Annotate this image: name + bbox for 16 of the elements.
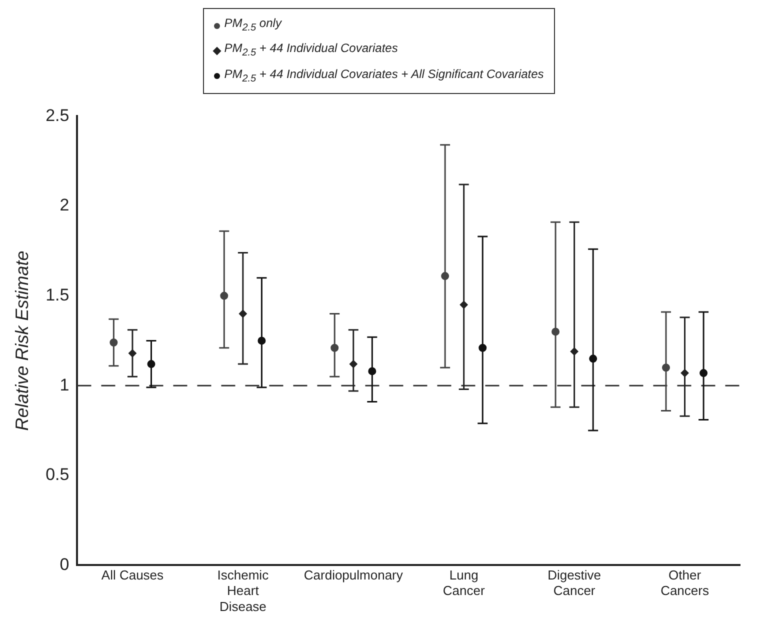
y-tick-label: 1 — [60, 375, 70, 394]
y-tick-label: 0.5 — [46, 465, 70, 484]
legend-label: PM$_{2.5}$ only — [224, 15, 282, 36]
legend-label: PM$_{2.5}$ + 44 Individual Covariates — [224, 40, 398, 61]
x-tick-label: Ischemic Heart Disease — [217, 568, 270, 614]
y-tick-label: 2 — [60, 196, 70, 215]
x-tick-label: Cardiopulmonary — [304, 568, 404, 583]
y-axis-title: Relative Risk Estimate — [12, 250, 32, 431]
x-tick-label: Other Cancers — [660, 568, 710, 598]
y-tick-label: 2.5 — [46, 106, 70, 126]
x-tick-label: All Causes — [101, 568, 164, 583]
y-tick-label: 0 — [60, 555, 70, 574]
x-tick-label: Digestive Cancer — [548, 568, 602, 598]
x-tick-label: Lung Cancer — [442, 568, 486, 598]
legend-label: PM$_{2.5}$ + 44 Individual Covariates + All Significant Covariates — [224, 66, 544, 86]
y-tick-label: 1.5 — [46, 286, 70, 305]
